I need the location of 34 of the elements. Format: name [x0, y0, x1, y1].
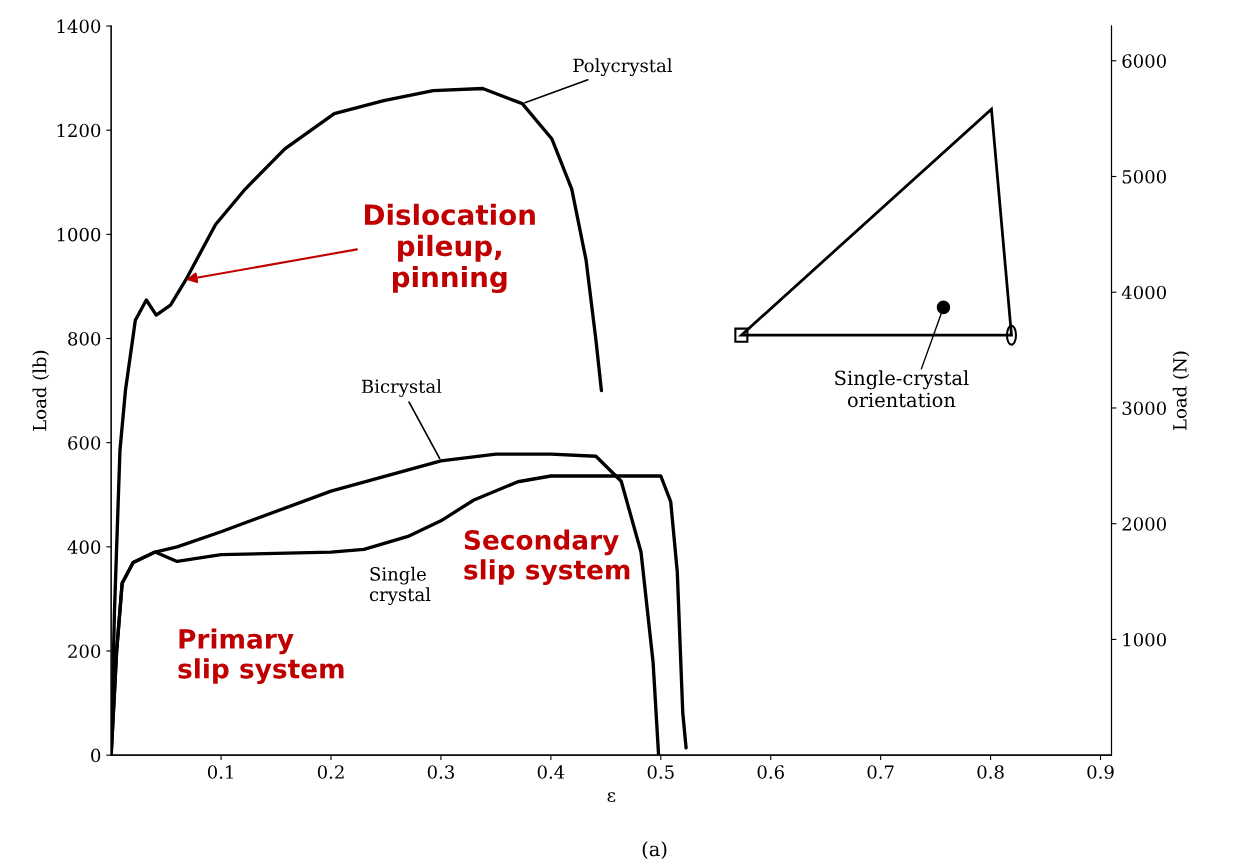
annotation: Dislocation pileup, pinning	[364, 203, 535, 294]
x-tick-label: 0.7	[867, 765, 894, 779]
y-tick-label: 1200	[57, 123, 101, 138]
x-axis-title: ε	[607, 792, 616, 802]
y2-axis-title: Load (N)	[1172, 351, 1190, 431]
y2-tick-label: 4000	[1121, 285, 1166, 300]
y-tick-label: 1400	[57, 19, 101, 34]
text: Bicrystal	[361, 379, 442, 397]
y2-tick-label: 3000	[1122, 401, 1166, 416]
x-tick-label: 0.1	[207, 765, 233, 779]
y-axis-title: Load (lb)	[32, 350, 49, 431]
y2-tick-label: 2000	[1122, 517, 1166, 531]
y-tick-label: 800	[68, 331, 101, 346]
y-tick-label: 0	[91, 748, 101, 763]
x-tick-label: 0.5	[647, 765, 674, 779]
y-tick-label: 600	[68, 436, 101, 450]
x-tick-label: 0.6	[757, 765, 784, 779]
x-tick-label: 0.8	[977, 765, 1004, 779]
y-tick-label: 200	[68, 644, 101, 659]
annotation: Single-crystal orientation	[835, 370, 969, 408]
x-tick-label: 0.2	[317, 765, 344, 779]
x-tick-label: 0.3	[427, 765, 454, 779]
series-label: Single crystal	[369, 566, 431, 605]
x-tick-label: 0.9	[1087, 765, 1114, 779]
y2-tick-label: 5000	[1122, 169, 1166, 184]
y-tick-label: 400	[67, 540, 101, 554]
annotation: Primary slip system	[178, 628, 344, 684]
annotation: Secondary slip system	[464, 529, 630, 586]
y-tick-label: 1000	[57, 227, 101, 242]
text: (a)	[642, 841, 667, 860]
y2-tick-label: 1000	[1123, 632, 1166, 647]
x-tick-label: 0.4	[537, 765, 565, 779]
text: Polycrystal	[573, 58, 673, 77]
y2-tick-label: 6000	[1122, 54, 1166, 68]
